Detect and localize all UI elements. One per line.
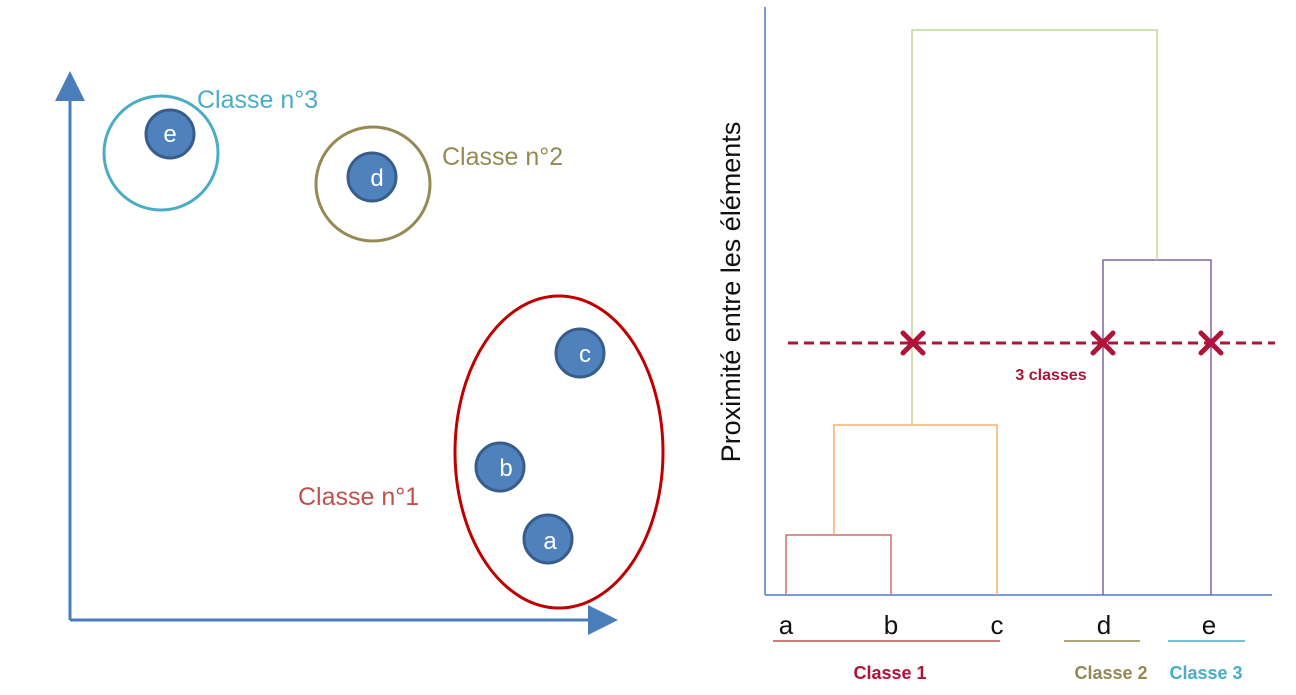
class3-circle bbox=[102, 94, 220, 212]
scatter-panel: Classe n°3 Classe n°2 Classe n°1 e d c b… bbox=[55, 71, 665, 635]
node-d: d bbox=[346, 151, 398, 203]
cut-marker-3 bbox=[1198, 330, 1224, 356]
leaf-label-c: c bbox=[991, 610, 1004, 640]
cut-marker-1 bbox=[900, 330, 926, 356]
dendrogram-axis-title: Proximité entre les éléments bbox=[716, 122, 746, 463]
class2-label: Classe n°2 bbox=[442, 143, 563, 171]
branch-root bbox=[911, 29, 1158, 425]
node-c-circle bbox=[554, 327, 606, 379]
leaf-label-d: d bbox=[1097, 610, 1111, 640]
leaf-label-e: e bbox=[1202, 610, 1216, 640]
node-a: a bbox=[522, 513, 574, 565]
leaf-label-b: b bbox=[884, 610, 898, 640]
branch-abc bbox=[833, 424, 998, 595]
branch-de bbox=[1102, 259, 1212, 595]
cut-marker-2 bbox=[1090, 330, 1116, 356]
node-b-label: b bbox=[499, 455, 512, 482]
leaf-label-a: a bbox=[779, 610, 794, 640]
node-a-label: a bbox=[543, 528, 557, 555]
bottom-class1-label: Classe 1 bbox=[853, 663, 926, 683]
node-c: c bbox=[554, 327, 606, 379]
node-a-circle bbox=[522, 513, 574, 565]
cut-label: 3 classes bbox=[1015, 367, 1086, 384]
node-e: e bbox=[144, 108, 196, 160]
node-d-circle bbox=[346, 151, 398, 203]
node-b: b bbox=[474, 441, 526, 493]
dendrogram-panel: Proximité entre les éléments 3 classes a… bbox=[716, 7, 1275, 683]
node-e-label: e bbox=[163, 121, 176, 148]
bottom-class3-label: Classe 3 bbox=[1169, 663, 1242, 683]
class1-ellipse bbox=[453, 294, 665, 610]
node-d-label: d bbox=[370, 165, 383, 192]
node-b-circle bbox=[474, 441, 526, 493]
class1-label: Classe n°1 bbox=[298, 483, 419, 511]
class3-label: Classe n°3 bbox=[197, 86, 318, 114]
node-e-circle bbox=[144, 108, 196, 160]
branch-ab bbox=[785, 534, 892, 595]
bottom-class2-label: Classe 2 bbox=[1074, 663, 1147, 683]
class2-circle bbox=[314, 125, 432, 243]
node-c-label: c bbox=[579, 341, 591, 368]
